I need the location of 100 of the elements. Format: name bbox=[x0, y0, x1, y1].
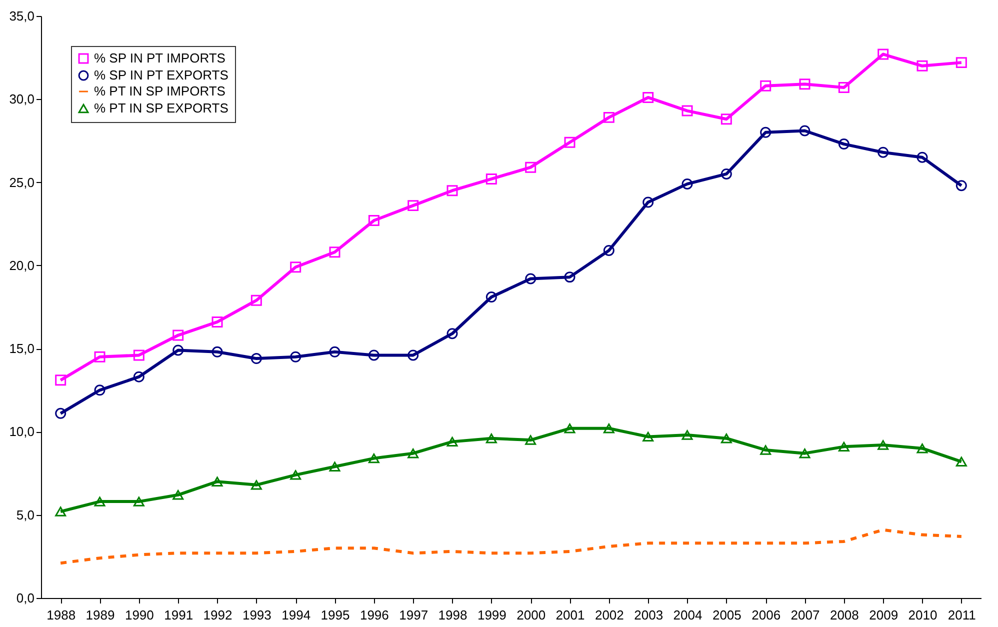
x-tick-label: 2009 bbox=[869, 608, 898, 622]
point bbox=[878, 440, 889, 450]
point bbox=[799, 125, 810, 136]
point bbox=[446, 436, 458, 447]
point bbox=[172, 344, 184, 356]
y-tick-label: 15,0 bbox=[9, 341, 34, 356]
point bbox=[368, 350, 380, 361]
point bbox=[133, 371, 144, 382]
x-tick-label: 2011 bbox=[948, 608, 976, 622]
point bbox=[446, 185, 458, 196]
x-tick-label: 2001 bbox=[556, 608, 585, 622]
point bbox=[250, 353, 262, 364]
y-tick-label: 30,0 bbox=[9, 92, 34, 107]
point bbox=[720, 168, 732, 180]
point bbox=[916, 152, 928, 163]
point bbox=[642, 432, 654, 442]
point bbox=[408, 448, 419, 458]
point bbox=[760, 80, 772, 92]
point bbox=[878, 146, 889, 158]
point bbox=[525, 273, 536, 284]
point bbox=[486, 173, 497, 184]
x-tick-label: 1997 bbox=[399, 608, 428, 622]
y-tick-label: 25,0 bbox=[9, 174, 34, 190]
point bbox=[838, 138, 850, 150]
point bbox=[408, 350, 419, 361]
x-tick-label: 2004 bbox=[673, 608, 702, 622]
x-tick-label: 1989 bbox=[86, 608, 115, 622]
point bbox=[525, 162, 536, 173]
point bbox=[720, 434, 732, 444]
point bbox=[133, 496, 144, 506]
y-tick-label: 35,0 bbox=[9, 8, 34, 24]
point bbox=[720, 114, 732, 125]
x-tick-label: 1995 bbox=[320, 608, 350, 622]
point bbox=[55, 374, 66, 386]
point bbox=[446, 328, 458, 340]
line-series bbox=[59, 528, 963, 565]
y-tick-label: 0,0 bbox=[16, 590, 34, 606]
legend-label: % PT IN SP IMPORTS bbox=[94, 84, 226, 98]
point bbox=[172, 490, 184, 500]
x-tick-label: 2000 bbox=[516, 608, 546, 622]
point bbox=[250, 294, 262, 306]
y-tick-label: 5,0 bbox=[16, 507, 34, 522]
x-tick-label: 2002 bbox=[594, 608, 624, 622]
point bbox=[760, 126, 772, 138]
y-tick-label: 10,0 bbox=[9, 424, 34, 440]
point bbox=[916, 60, 928, 72]
point bbox=[329, 346, 340, 358]
point bbox=[486, 292, 497, 303]
point bbox=[838, 82, 850, 93]
point bbox=[55, 408, 66, 419]
legend-label: % SP IN PT IMPORTS bbox=[94, 50, 226, 66]
x-tick-label: 2005 bbox=[712, 608, 742, 622]
point bbox=[329, 462, 340, 472]
point bbox=[603, 244, 614, 256]
x-tick-label: 2007 bbox=[790, 608, 820, 622]
point bbox=[212, 316, 223, 328]
point bbox=[642, 196, 654, 208]
point bbox=[94, 384, 106, 396]
point bbox=[94, 351, 106, 362]
point bbox=[212, 476, 223, 486]
point bbox=[55, 506, 66, 516]
point bbox=[564, 272, 576, 283]
point bbox=[682, 178, 693, 190]
x-tick-label: 1998 bbox=[438, 608, 468, 622]
x-tick-label: 1991 bbox=[164, 608, 194, 622]
point bbox=[250, 480, 262, 490]
point bbox=[603, 424, 614, 434]
x-tick-label: 2008 bbox=[830, 608, 859, 622]
x-tick-label: 1990 bbox=[124, 608, 154, 622]
y-tick-label: 20,0 bbox=[9, 258, 34, 273]
point bbox=[838, 442, 850, 452]
point bbox=[642, 92, 654, 103]
x-tick-label: 1999 bbox=[477, 608, 506, 622]
x-tick-label: 1992 bbox=[203, 608, 232, 622]
point bbox=[290, 351, 302, 362]
point bbox=[799, 78, 810, 90]
point bbox=[760, 445, 772, 455]
point bbox=[368, 215, 380, 226]
x-tick-label: 1996 bbox=[360, 608, 389, 622]
point bbox=[172, 330, 184, 341]
point bbox=[956, 456, 967, 467]
point bbox=[564, 424, 576, 434]
legend-label: % SP IN PT EXPORTS bbox=[94, 68, 229, 82]
point bbox=[212, 346, 223, 358]
point bbox=[329, 246, 340, 258]
x-tick-label: 1988 bbox=[46, 608, 76, 622]
point bbox=[878, 48, 889, 60]
point bbox=[290, 470, 302, 480]
point bbox=[525, 435, 536, 445]
legend-label: % PT IN SP EXPORTS bbox=[94, 100, 229, 116]
point bbox=[682, 430, 693, 440]
x-tick-label: 1994 bbox=[282, 608, 311, 622]
point bbox=[564, 136, 576, 148]
point bbox=[368, 453, 380, 464]
point bbox=[682, 105, 693, 116]
x-tick-label: 2006 bbox=[752, 608, 781, 622]
point bbox=[486, 434, 497, 444]
point bbox=[133, 350, 144, 361]
point bbox=[956, 57, 967, 68]
point bbox=[94, 496, 106, 506]
